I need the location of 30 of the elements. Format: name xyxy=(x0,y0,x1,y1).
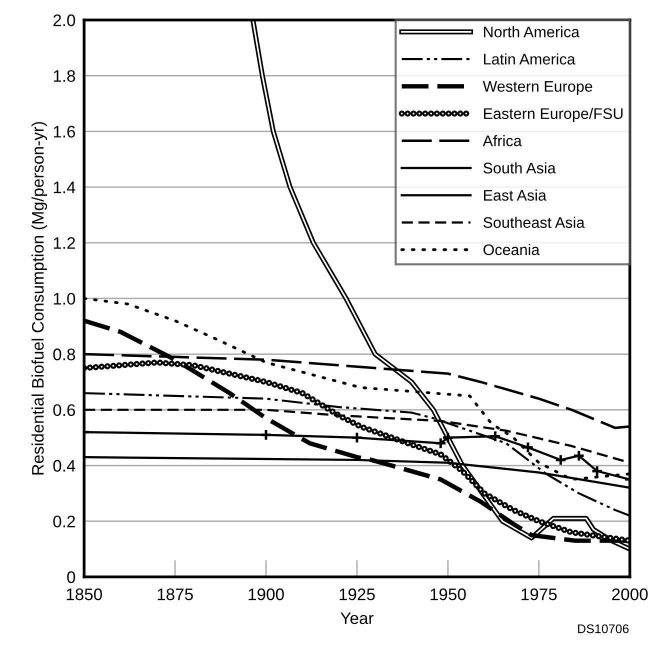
y-tick-label: 1.6 xyxy=(54,126,76,138)
legend-label: East Asia xyxy=(484,190,546,201)
y-tick-label: 0 xyxy=(67,571,76,584)
y-tick-label: 1.4 xyxy=(54,182,76,194)
legend-label: Latin America xyxy=(484,53,576,65)
y-tick-label: 2.0 xyxy=(53,14,76,26)
x-tick-label: 1975 xyxy=(522,588,557,600)
x-axis-title: Year xyxy=(340,612,374,624)
y-tick-label: 0.6 xyxy=(53,404,76,416)
legend-label: South Asia xyxy=(483,162,556,174)
legend-label: Western Europe xyxy=(482,81,592,95)
y-tick-label: 1.2 xyxy=(54,237,75,249)
y-tick-label: 1.8 xyxy=(54,70,76,82)
y-tick-label: 0.2 xyxy=(53,516,75,528)
x-tick-label: 1950 xyxy=(430,588,466,600)
y-axis-title: Residential Biofuel Consumption (Mg/person-yr) xyxy=(32,122,48,474)
legend-label: Africa xyxy=(482,135,522,146)
x-tick-label: 1875 xyxy=(158,588,193,600)
x-tick-label: 1900 xyxy=(248,588,284,600)
y-tick-label: 1.0 xyxy=(54,292,76,305)
x-tick-label: 2000 xyxy=(612,588,648,600)
y-tick-label: 0.4 xyxy=(53,460,76,472)
text: DS10706 xyxy=(578,624,629,634)
legend-label: Oceania xyxy=(483,244,540,256)
x-tick-label: 1925 xyxy=(340,588,375,600)
legend-label: North America xyxy=(484,26,580,38)
legend-label: Eastern Europe/FSU xyxy=(484,108,623,122)
legend-label: Southeast Asia xyxy=(483,216,585,228)
y-tick-label: 0.8 xyxy=(53,348,76,360)
x-tick-label: 1850 xyxy=(66,588,102,600)
